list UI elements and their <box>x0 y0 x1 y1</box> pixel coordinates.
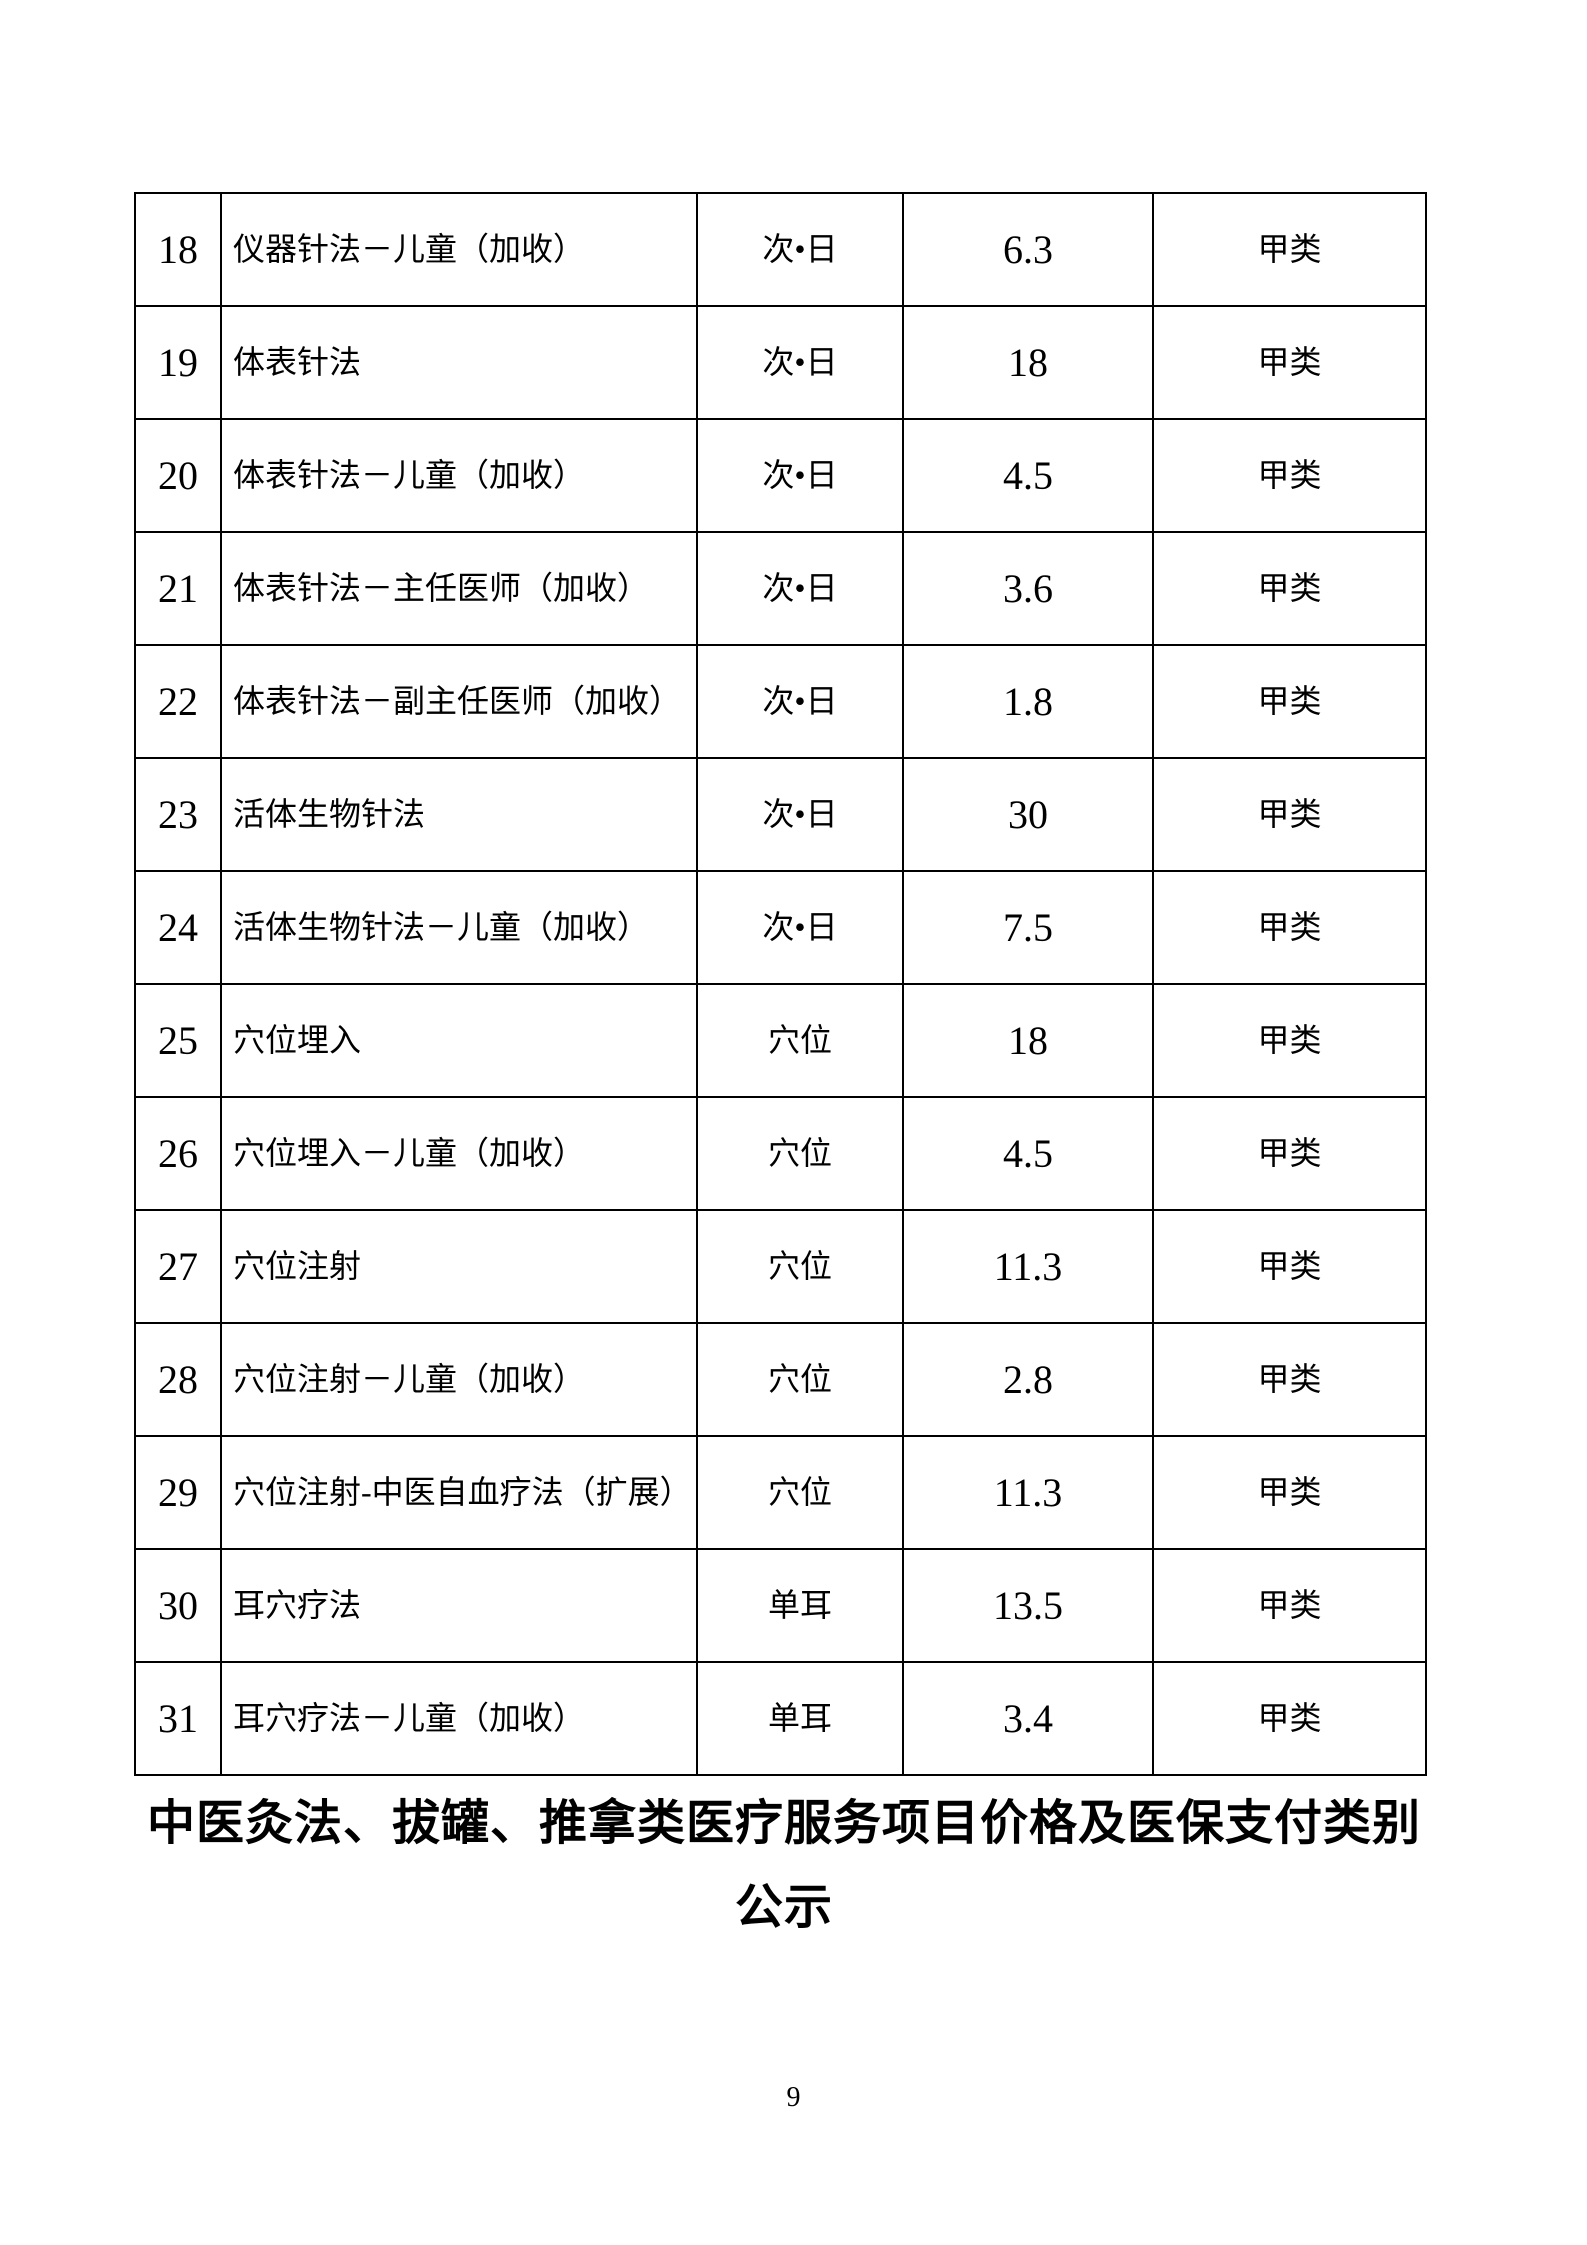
category-cell: 甲类 <box>1152 1209 1427 1324</box>
table-row: 24 活体生物针法－儿童（加收） 次•日 7.5 甲类 <box>134 870 1427 985</box>
service-name-cell: 耳穴疗法－儿童（加收） <box>220 1661 698 1776</box>
table-row: 20 体表针法－儿童（加收） 次•日 4.5 甲类 <box>134 418 1427 533</box>
row-number-cell: 26 <box>134 1096 222 1211</box>
row-number-cell: 19 <box>134 305 222 420</box>
price-cell: 18 <box>902 983 1154 1098</box>
service-name-cell: 穴位注射 <box>220 1209 698 1324</box>
service-name-cell: 穴位埋入 <box>220 983 698 1098</box>
row-number-cell: 30 <box>134 1548 222 1663</box>
row-number-cell: 27 <box>134 1209 222 1324</box>
service-name-cell: 活体生物针法 <box>220 757 698 872</box>
unit-cell: 单耳 <box>696 1548 904 1663</box>
table-row: 28 穴位注射－儿童（加收） 穴位 2.8 甲类 <box>134 1322 1427 1437</box>
price-cell: 13.5 <box>902 1548 1154 1663</box>
service-name-cell: 耳穴疗法 <box>220 1548 698 1663</box>
category-cell: 甲类 <box>1152 1548 1427 1663</box>
table-row: 27 穴位注射 穴位 11.3 甲类 <box>134 1209 1427 1324</box>
price-cell: 1.8 <box>902 644 1154 759</box>
category-cell: 甲类 <box>1152 1435 1427 1550</box>
category-cell: 甲类 <box>1152 644 1427 759</box>
table-row: 25 穴位埋入 穴位 18 甲类 <box>134 983 1427 1098</box>
service-name-cell: 穴位注射－儿童（加收） <box>220 1322 698 1437</box>
table-row: 29 穴位注射-中医自血疗法（扩展） 穴位 11.3 甲类 <box>134 1435 1427 1550</box>
row-number-cell: 21 <box>134 531 222 646</box>
unit-cell: 次•日 <box>696 757 904 872</box>
price-cell: 11.3 <box>902 1435 1154 1550</box>
table-row: 21 体表针法－主任医师（加收） 次•日 3.6 甲类 <box>134 531 1427 646</box>
table-row: 23 活体生物针法 次•日 30 甲类 <box>134 757 1427 872</box>
unit-cell: 穴位 <box>696 1209 904 1324</box>
service-name-cell: 体表针法－儿童（加收） <box>220 418 698 533</box>
row-number-cell: 22 <box>134 644 222 759</box>
unit-cell: 次•日 <box>696 305 904 420</box>
row-number-cell: 24 <box>134 870 222 985</box>
price-cell: 18 <box>902 305 1154 420</box>
price-table: 18 仪器针法－儿童（加收） 次•日 6.3 甲类 19 体表针法 次•日 18 甲类 20 体表针法… <box>134 192 1427 1776</box>
service-name-cell: 体表针法－主任医师（加收） <box>220 531 698 646</box>
price-cell: 7.5 <box>902 870 1154 985</box>
unit-cell: 次•日 <box>696 418 904 533</box>
title-line-1: 中医灸法、拔罐、推拿类医疗服务项目价格及医保支付类别 <box>146 1797 1421 1850</box>
unit-cell: 次•日 <box>696 870 904 985</box>
category-cell: 甲类 <box>1152 1096 1427 1211</box>
table-row: 31 耳穴疗法－儿童（加收） 单耳 3.4 甲类 <box>134 1661 1427 1776</box>
category-cell: 甲类 <box>1152 192 1427 307</box>
category-cell: 甲类 <box>1152 305 1427 420</box>
unit-cell: 穴位 <box>696 983 904 1098</box>
page-number: 9 <box>786 2082 801 2113</box>
service-name-cell: 穴位埋入－儿童（加收） <box>220 1096 698 1211</box>
row-number-cell: 25 <box>134 983 222 1098</box>
price-cell: 11.3 <box>902 1209 1154 1324</box>
service-name-cell: 体表针法 <box>220 305 698 420</box>
service-name-cell: 活体生物针法－儿童（加收） <box>220 870 698 985</box>
category-cell: 甲类 <box>1152 531 1427 646</box>
service-name-cell: 仪器针法－儿童（加收） <box>220 192 698 307</box>
unit-cell: 穴位 <box>696 1435 904 1550</box>
table-row: 30 耳穴疗法 单耳 13.5 甲类 <box>134 1548 1427 1663</box>
unit-cell: 次•日 <box>696 192 904 307</box>
table-row: 18 仪器针法－儿童（加收） 次•日 6.3 甲类 <box>134 192 1427 307</box>
document-title: 中医灸法、拔罐、推拿类医疗服务项目价格及医保支付类别 公示 <box>0 1782 1568 1950</box>
category-cell: 甲类 <box>1152 1322 1427 1437</box>
unit-cell: 次•日 <box>696 644 904 759</box>
category-cell: 甲类 <box>1152 870 1427 985</box>
unit-cell: 单耳 <box>696 1661 904 1776</box>
row-number-cell: 31 <box>134 1661 222 1776</box>
table-row: 26 穴位埋入－儿童（加收） 穴位 4.5 甲类 <box>134 1096 1427 1211</box>
price-cell: 30 <box>902 757 1154 872</box>
unit-cell: 次•日 <box>696 531 904 646</box>
price-cell: 6.3 <box>902 192 1154 307</box>
price-cell: 4.5 <box>902 1096 1154 1211</box>
row-number-cell: 29 <box>134 1435 222 1550</box>
title-line-2: 公示 <box>734 1881 833 1934</box>
price-cell: 3.6 <box>902 531 1154 646</box>
price-cell: 2.8 <box>902 1322 1154 1437</box>
unit-cell: 穴位 <box>696 1322 904 1437</box>
row-number-cell: 20 <box>134 418 222 533</box>
unit-cell: 穴位 <box>696 1096 904 1211</box>
category-cell: 甲类 <box>1152 757 1427 872</box>
price-table-body: 18 仪器针法－儿童（加收） 次•日 6.3 甲类 19 体表针法 次•日 18 甲类 20 体表针法… <box>134 192 1427 1776</box>
row-number-cell: 23 <box>134 757 222 872</box>
price-cell: 3.4 <box>902 1661 1154 1776</box>
category-cell: 甲类 <box>1152 1661 1427 1776</box>
table-row: 19 体表针法 次•日 18 甲类 <box>134 305 1427 420</box>
table-row: 22 体表针法－副主任医师（加收） 次•日 1.8 甲类 <box>134 644 1427 759</box>
category-cell: 甲类 <box>1152 418 1427 533</box>
service-name-cell: 体表针法－副主任医师（加收） <box>220 644 698 759</box>
price-cell: 4.5 <box>902 418 1154 533</box>
row-number-cell: 28 <box>134 1322 222 1437</box>
service-name-cell: 穴位注射-中医自血疗法（扩展） <box>220 1435 698 1550</box>
row-number-cell: 18 <box>134 192 222 307</box>
category-cell: 甲类 <box>1152 983 1427 1098</box>
